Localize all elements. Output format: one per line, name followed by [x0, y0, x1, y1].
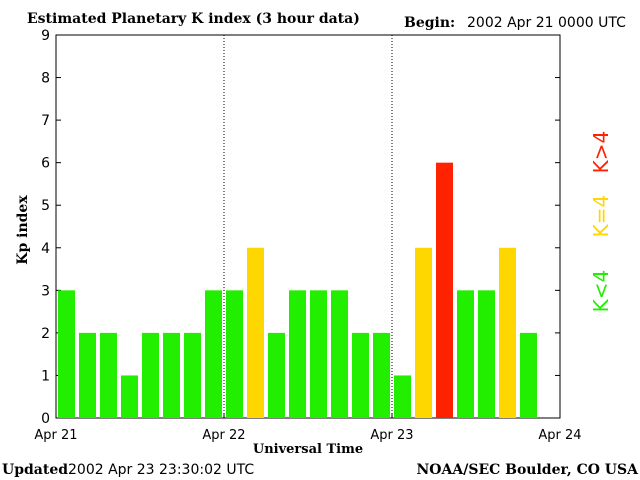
kp-bar	[394, 375, 411, 418]
y-tick-label: 8	[41, 71, 50, 87]
plot-area: 0 1 2 3 4 5 6 7 8 9 Apr 21 Apr 22 Apr 23 Apr 24	[34, 28, 581, 443]
kp-bar	[100, 332, 117, 418]
kp-bar	[289, 290, 306, 418]
kp-bar	[520, 332, 537, 418]
legend-lt4: K<4	[589, 270, 613, 313]
kp-bar	[79, 332, 96, 418]
kp-bar	[499, 247, 516, 418]
kp-bar	[415, 247, 432, 418]
kp-bar	[436, 162, 453, 418]
y-tick-label: 6	[41, 156, 50, 172]
kp-bar	[310, 290, 327, 418]
updated-label: Updated	[2, 462, 68, 478]
kp-bar	[142, 332, 159, 418]
y-tick-label: 4	[41, 241, 50, 257]
legend-eq4: K=4	[589, 195, 613, 238]
x-tick-label: Apr 23	[370, 428, 413, 443]
chart-title: Estimated Planetary K index (3 hour data…	[27, 11, 360, 27]
kp-bar	[478, 290, 495, 418]
y-tick-label: 9	[41, 28, 50, 44]
kp-bar	[184, 332, 201, 418]
kp-bar	[205, 290, 222, 418]
kp-bar	[247, 247, 264, 418]
kp-bar	[352, 332, 369, 418]
y-tick-label: 1	[41, 368, 50, 384]
y-tick-label: 3	[41, 283, 50, 299]
kp-bar	[268, 332, 285, 418]
kp-bar	[457, 290, 474, 418]
begin-label: Begin:	[404, 15, 455, 31]
kp-bar	[121, 375, 138, 418]
credit: NOAA/SEC Boulder, CO USA	[417, 462, 640, 478]
y-axis-label: Kp index	[15, 195, 31, 265]
y-tick-label: 5	[41, 198, 50, 214]
plot-frame	[55, 34, 561, 419]
kp-bar	[226, 290, 243, 418]
x-tick-label: Apr 24	[538, 428, 581, 443]
y-tick-label: 0	[41, 411, 50, 427]
kp-bar	[163, 332, 180, 418]
x-tick-label: Apr 21	[34, 428, 77, 443]
legend-gt4: K>4	[589, 131, 613, 174]
kp-bar	[58, 290, 75, 418]
y-tick-label: 2	[41, 326, 50, 342]
y-tick-label: 7	[41, 113, 50, 129]
updated-value: 2002 Apr 23 23:30:02 UTC	[68, 462, 254, 478]
kp-bar	[373, 332, 390, 418]
kp-bar	[331, 290, 348, 418]
x-axis-label: Universal Time	[253, 442, 363, 457]
begin-value: 2002 Apr 21 0000 UTC	[467, 15, 626, 31]
x-tick-label: Apr 22	[202, 428, 245, 443]
